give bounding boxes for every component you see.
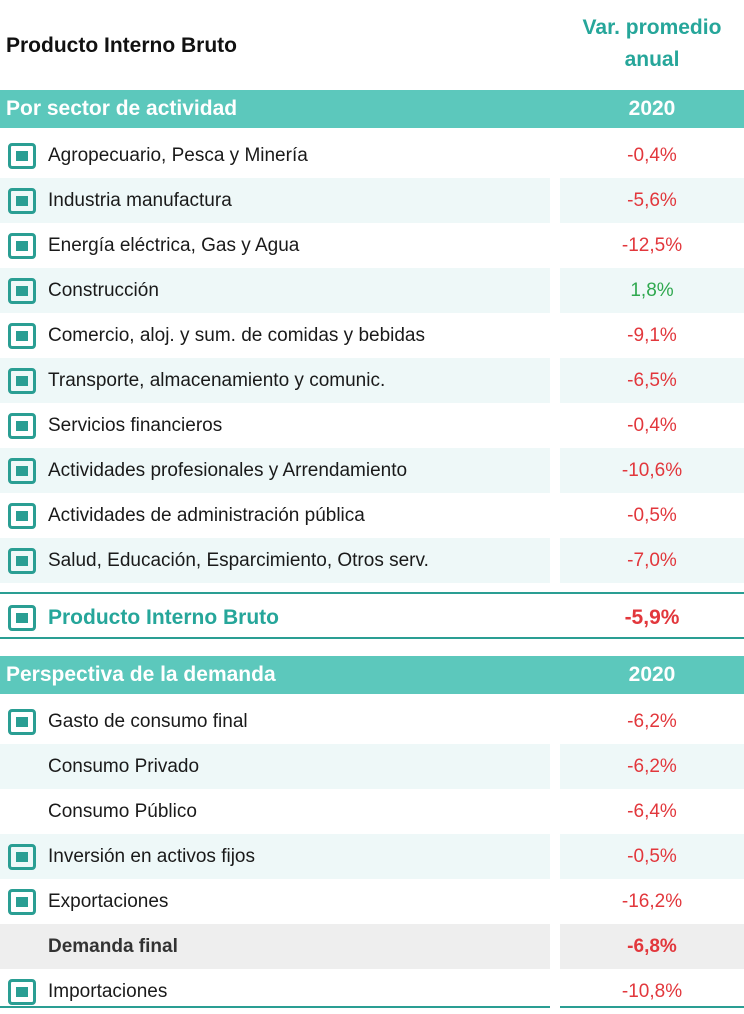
icon <box>8 322 36 349</box>
row-label: Salud, Educación, Esparcimiento, Otros s… <box>48 549 429 571</box>
row-bg <box>0 538 550 583</box>
title: Producto Interno Bruto <box>6 34 237 57</box>
row-value: -6,2% <box>627 710 677 732</box>
section-year: 2020 <box>628 663 676 686</box>
icon <box>8 708 36 735</box>
icon <box>8 502 36 529</box>
row-value: -6,8% <box>627 935 677 957</box>
icon <box>8 843 36 870</box>
row-value: -6,2% <box>627 755 677 777</box>
row-value: -0,5% <box>627 504 677 526</box>
row-label: Construcción <box>48 279 159 301</box>
row-label: Exportaciones <box>48 890 169 912</box>
row-bg <box>0 178 550 223</box>
section-bar <box>0 90 744 128</box>
row-label: Energía eléctrica, Gas y Agua <box>48 234 300 256</box>
row-label: Comercio, aloj. y sum. de comidas y bebi… <box>48 324 425 346</box>
row-label: Servicios financieros <box>48 414 223 436</box>
row-value: -0,4% <box>627 414 677 436</box>
row-value: -0,4% <box>627 144 677 166</box>
row-value: -10,8% <box>621 980 683 1002</box>
row-label: Agropecuario, Pesca y Minería <box>48 144 308 166</box>
bottom-line <box>0 1006 550 1008</box>
section-title: Perspectiva de la demanda <box>6 663 276 686</box>
icon <box>8 457 36 484</box>
row-value: -7,0% <box>627 549 677 571</box>
icon <box>8 142 36 169</box>
icon <box>8 547 36 574</box>
icon <box>8 277 36 304</box>
row-bg <box>0 744 550 789</box>
row-value: -5,6% <box>627 189 677 211</box>
row-bg <box>0 834 550 879</box>
row-value: -6,5% <box>627 369 677 391</box>
row-label: Gasto de consumo final <box>48 710 248 732</box>
row-label: Consumo Público <box>48 800 197 822</box>
section-bar <box>0 656 744 694</box>
row-bg <box>560 178 744 223</box>
section-year: 2020 <box>628 97 676 120</box>
row-label: Transporte, almacenamiento y comunic. <box>48 369 386 391</box>
row-value: 1,8% <box>630 279 674 301</box>
row-label: Consumo Privado <box>48 755 200 777</box>
total-value: -5,9% <box>624 606 680 629</box>
row-label: Actividades profesionales y Arrendamient… <box>48 459 408 481</box>
section-title: Por sector de actividad <box>6 97 238 120</box>
total-label: Producto Interno Bruto <box>48 606 279 629</box>
total-line <box>0 592 744 594</box>
row-bg <box>0 268 550 313</box>
row-label: Demanda final <box>48 935 178 957</box>
row-label: Importaciones <box>48 980 168 1002</box>
row-bg <box>0 358 550 403</box>
row-bg <box>560 834 744 879</box>
icon <box>8 412 36 439</box>
icon <box>8 367 36 394</box>
row-value: -10,6% <box>621 459 683 481</box>
row-bg <box>560 924 744 969</box>
row-label: Industria manufactura <box>48 189 232 211</box>
row-value: -0,5% <box>627 845 677 867</box>
icon <box>8 978 36 1005</box>
icon <box>8 605 36 631</box>
row-bg <box>560 538 744 583</box>
row-bg <box>560 744 744 789</box>
bottom-line <box>560 1006 744 1008</box>
row-bg <box>560 268 744 313</box>
row-label: Inversión en activos fijos <box>48 845 255 867</box>
icon <box>8 888 36 915</box>
row-bg <box>0 448 550 493</box>
row-value: -6,4% <box>627 800 677 822</box>
icon <box>8 232 36 259</box>
row-value: -12,5% <box>621 234 683 256</box>
total-line <box>0 637 744 639</box>
row-bg <box>560 358 744 403</box>
row-label: Actividades de administración pública <box>48 504 365 526</box>
row-bg <box>560 448 744 493</box>
row-value: -16,2% <box>621 890 683 912</box>
column-header: Var. promedio anual <box>582 16 722 71</box>
row-value: -9,1% <box>627 324 677 346</box>
row-bg <box>0 924 550 969</box>
icon <box>8 187 36 214</box>
